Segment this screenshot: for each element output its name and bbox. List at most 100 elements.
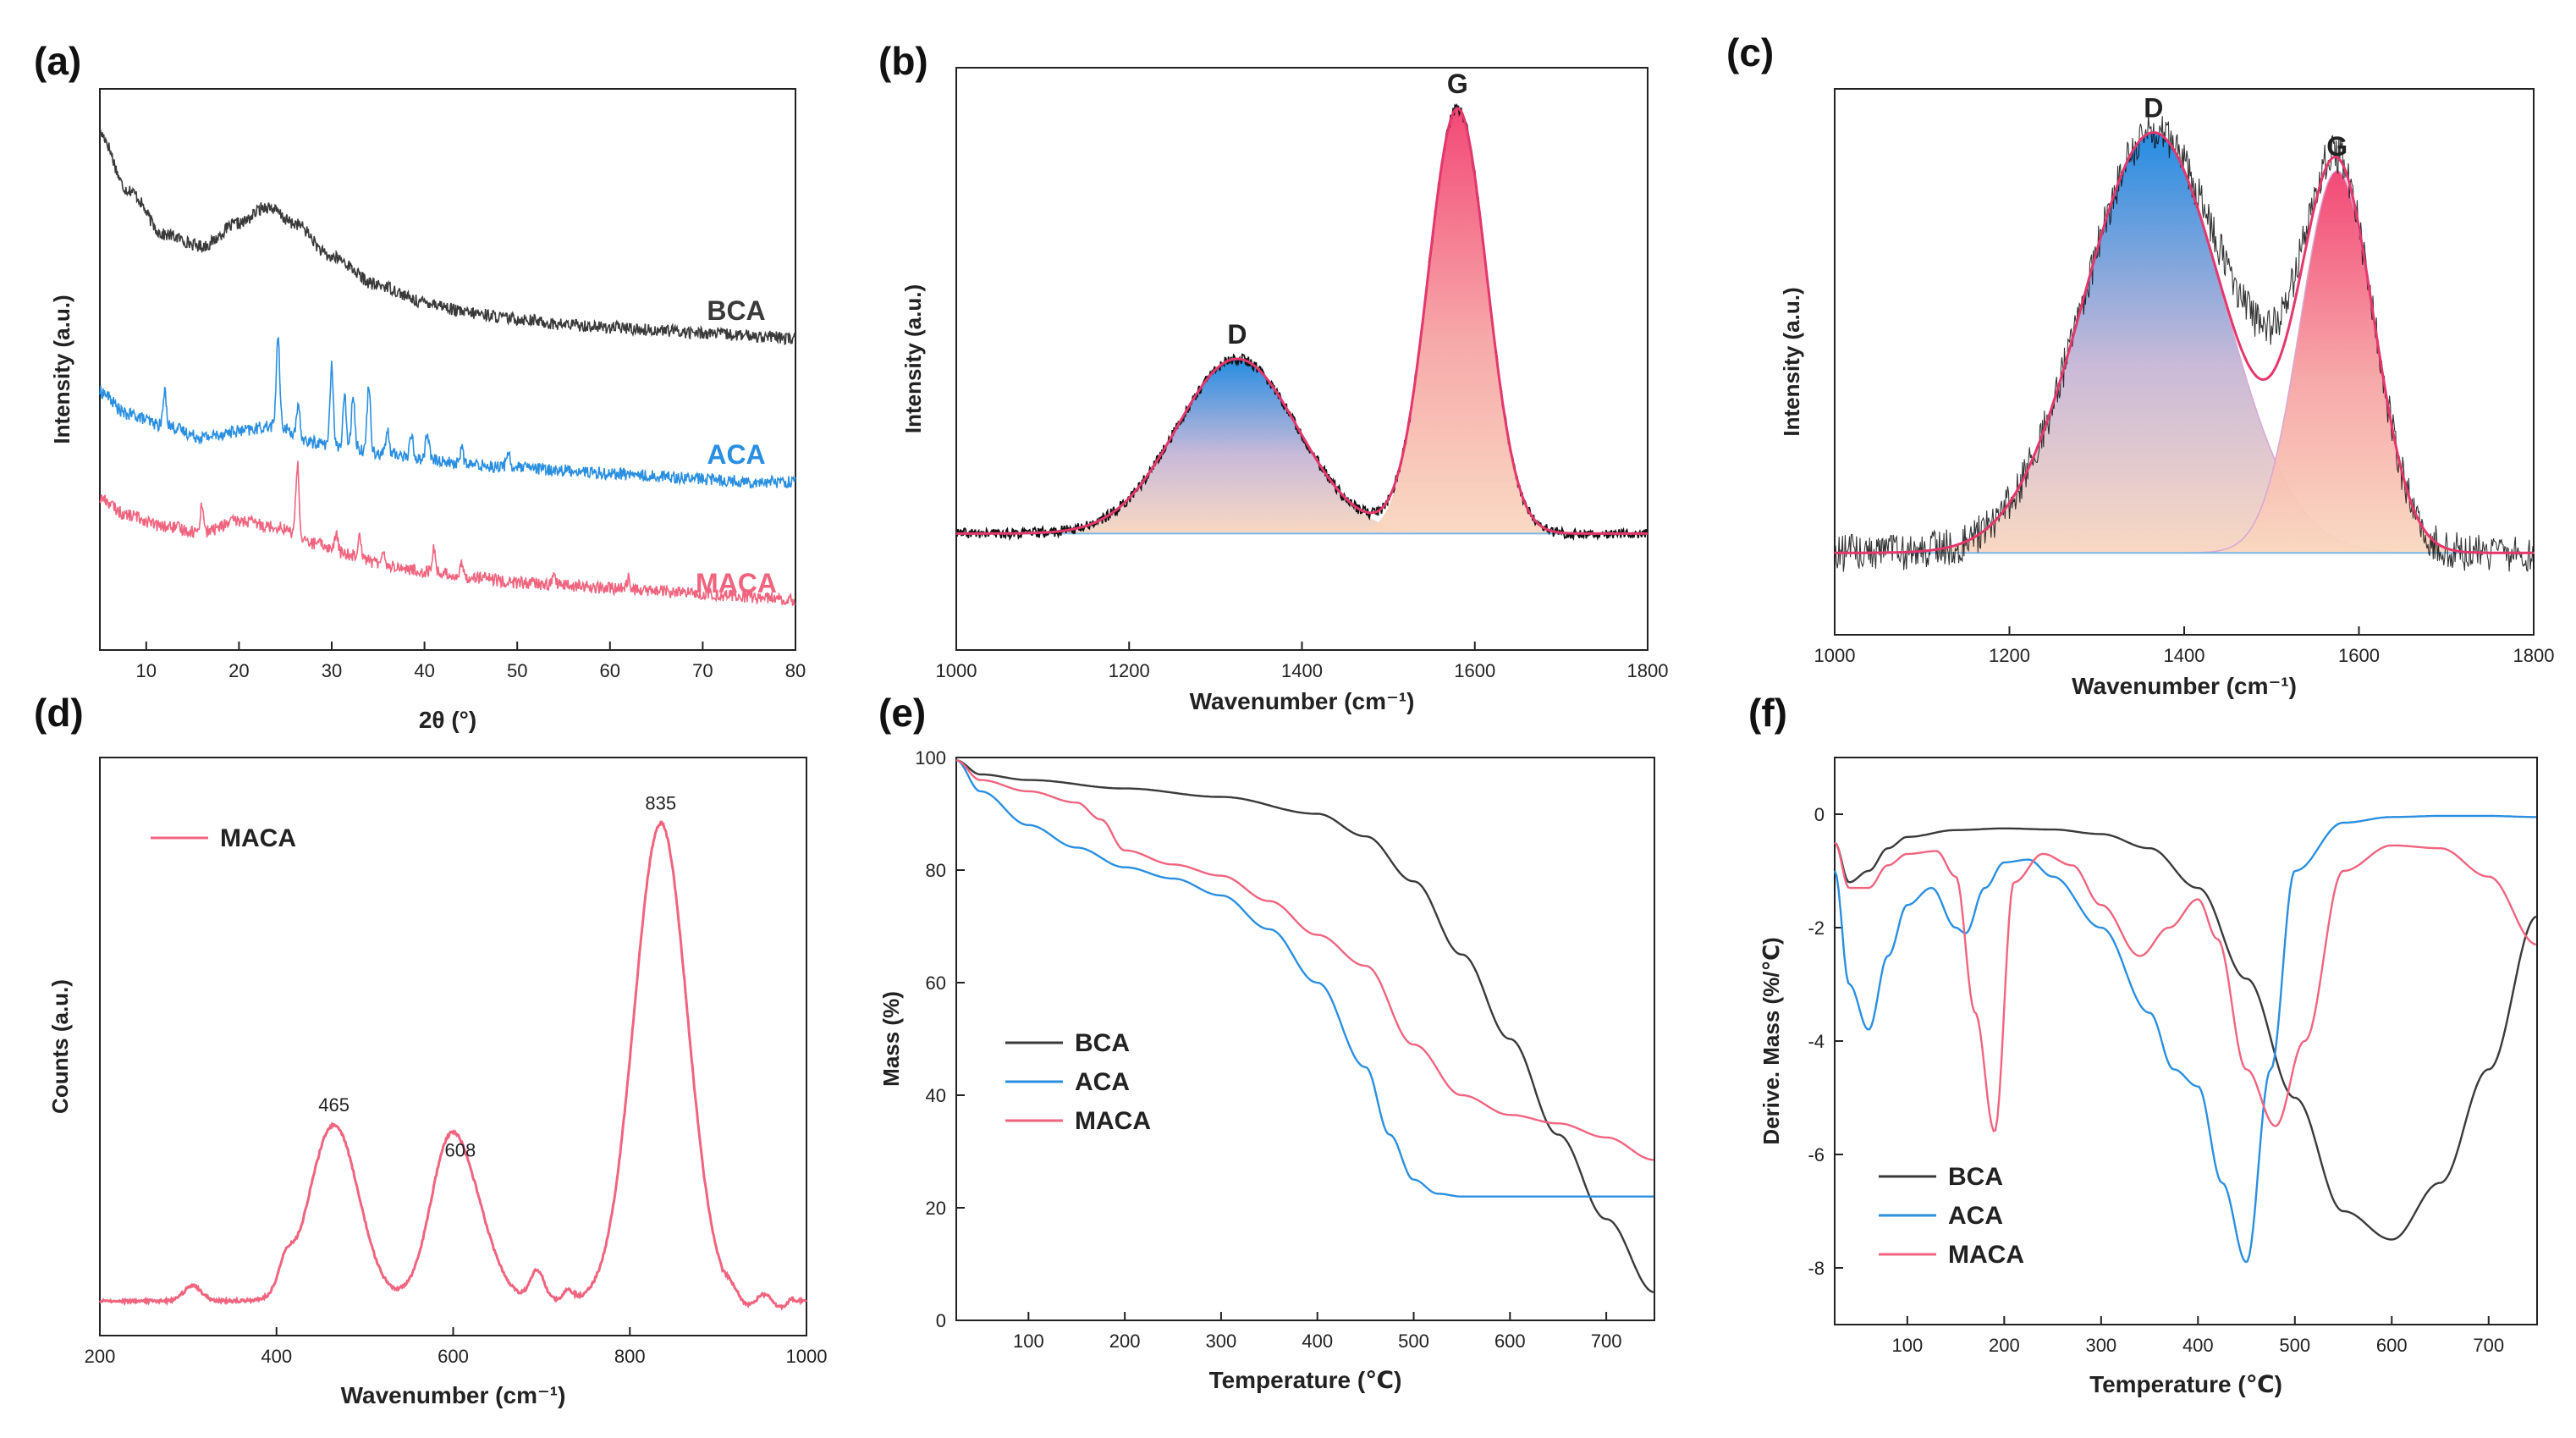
x-tick-label: 1000 [786, 1346, 828, 1367]
y-tick-label: 80 [926, 860, 946, 881]
legend-label-aca: ACA [1948, 1202, 2003, 1230]
x-tick-label: 600 [2376, 1335, 2408, 1356]
legend-label-maca: MACA [1075, 1107, 1151, 1135]
x-tick-label: 600 [1494, 1331, 1526, 1352]
x-tick-label: 100 [1013, 1331, 1044, 1352]
cumulative-fit-line [956, 107, 1648, 535]
legend-label-bca: BCA [1948, 1163, 2003, 1191]
x-tick-label: 10 [136, 660, 157, 681]
x-tick-label: 100 [1892, 1335, 1924, 1356]
y-tick-label: 40 [926, 1085, 946, 1106]
y-tick-label: -4 [1808, 1031, 1825, 1052]
panel-label: (e) [878, 691, 926, 735]
y-axis-label: Derive. Mass (%/℃) [1759, 937, 1784, 1144]
x-tick-label: 200 [1109, 1331, 1141, 1352]
y-axis-label: Intensity (a.u.) [900, 284, 926, 433]
band-d-fill [956, 359, 1648, 534]
y-tick-label: 0 [1814, 804, 1825, 825]
legend-label-maca: MACA [220, 824, 296, 852]
panel-f: 100 200 300 400 500 600 700 Temperature (℃) Deri… [1748, 691, 2538, 1397]
x-axis-label: Wavenumber (cm⁻¹) [1190, 688, 1415, 714]
x-tick-label: 70 [692, 660, 713, 681]
band-label-d: D [2144, 93, 2163, 124]
series-label-maca: MACA [696, 568, 777, 598]
y-tick-label: 0 [936, 1310, 946, 1331]
x-axis-label: Temperature (℃) [1209, 1367, 1402, 1393]
x-tick-label: 1800 [2513, 645, 2555, 666]
x-axis-label: 2θ (°) [419, 707, 476, 733]
y-tick-label: -8 [1808, 1258, 1825, 1279]
y-axis-label: Intensity (a.u.) [1779, 287, 1804, 436]
series-line-aca [99, 336, 796, 489]
panel-label: (a) [34, 39, 81, 83]
series-line-aca [1833, 814, 2536, 1264]
x-tick-label: 1000 [1814, 645, 1856, 666]
y-tick-label: 20 [926, 1198, 946, 1219]
series-line-bca [955, 759, 1654, 1293]
peak-label: 465 [318, 1094, 350, 1116]
x-tick-label: 1200 [1109, 660, 1150, 681]
x-tick-label: 500 [1398, 1331, 1429, 1352]
panel-label: (b) [878, 39, 928, 83]
x-tick-label: 60 [600, 660, 620, 681]
x-tick-label: 700 [1591, 1331, 1622, 1352]
x-tick-label: 200 [85, 1346, 116, 1367]
panel-c: 1000 1200 1400 1600 1800 Wavenumber (cm⁻¹) Int… [1726, 30, 2554, 699]
x-tick-label: 600 [438, 1346, 469, 1367]
legend-label-bca: BCA [1075, 1029, 1130, 1057]
plot-frame [99, 88, 796, 651]
series-label-bca: BCA [707, 295, 765, 326]
plot-frame [955, 67, 1649, 651]
x-tick-label: 700 [2473, 1335, 2504, 1356]
x-tick-label: 1400 [1281, 660, 1323, 681]
x-tick-label: 800 [614, 1346, 646, 1367]
band-d-fill [1834, 131, 2535, 554]
panel-a: 10 20 30 40 50 60 70 80 2θ (°) Intensity (a.u.) (a… [34, 39, 806, 733]
x-tick-label: 20 [228, 660, 249, 681]
x-tick-label: 300 [1206, 1331, 1237, 1352]
panel-label: (f) [1748, 691, 1787, 735]
x-tick-label: 1600 [2338, 645, 2380, 666]
plot-frame [1834, 757, 2538, 1325]
series-line-maca [98, 820, 807, 1311]
x-tick-label: 400 [1302, 1331, 1333, 1352]
band-g-fill [956, 108, 1648, 534]
band-label-g: G [2326, 131, 2348, 162]
series-line-bca [1834, 827, 2537, 1241]
series-line-bca [99, 129, 796, 346]
x-tick-label: 30 [322, 660, 342, 681]
plot-frame [955, 757, 1655, 1321]
series-line-maca [99, 460, 796, 607]
x-axis-label: Wavenumber (cm⁻¹) [341, 1382, 566, 1408]
series-line-maca [955, 759, 1654, 1161]
y-tick-label: -2 [1808, 917, 1825, 939]
x-tick-label: 1600 [1454, 660, 1495, 681]
series-line-aca [955, 759, 1654, 1198]
peak-label: 608 [444, 1140, 476, 1161]
panel-label: (c) [1726, 30, 1774, 74]
legend-label-aca: ACA [1075, 1068, 1130, 1096]
x-tick-label: 1200 [1989, 645, 2030, 666]
x-tick-label: 200 [1989, 1335, 2020, 1356]
peak-label: 835 [645, 793, 676, 814]
y-axis-label: Mass (%) [878, 991, 904, 1087]
x-tick-label: 1800 [1627, 660, 1669, 681]
series-label-aca: ACA [707, 439, 765, 470]
y-axis-label: Intensity (a.u.) [49, 295, 74, 444]
x-tick-label: 500 [2279, 1335, 2310, 1356]
y-tick-label: 60 [926, 972, 946, 994]
panel-label: (d) [34, 691, 84, 735]
panel-d: 200 400 600 800 1000 Wavenumber (cm⁻¹) Counts … [34, 691, 827, 1408]
raw-spectrum [1834, 114, 2535, 573]
cumulative-fit-line [1835, 131, 2534, 554]
x-tick-label: 1000 [936, 660, 977, 681]
y-axis-label: Counts (a.u.) [47, 979, 73, 1114]
x-tick-label: 40 [414, 660, 434, 681]
band-label-d: D [1227, 319, 1247, 350]
x-tick-label: 400 [2182, 1335, 2214, 1356]
band-label-g: G [1447, 69, 1468, 99]
y-tick-label: -6 [1808, 1144, 1825, 1165]
x-tick-label: 80 [785, 660, 806, 681]
